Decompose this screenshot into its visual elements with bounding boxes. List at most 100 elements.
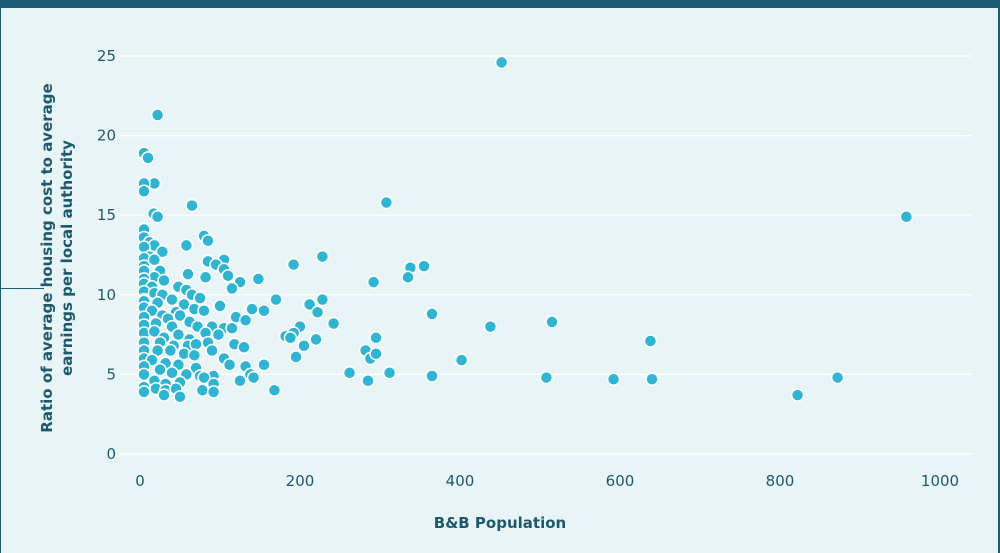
data-point xyxy=(645,372,659,386)
left-border xyxy=(0,8,1,553)
data-point xyxy=(251,272,266,286)
data-point xyxy=(382,366,397,380)
data-point xyxy=(483,319,498,334)
data-point xyxy=(163,343,178,358)
data-point xyxy=(157,273,171,288)
data-point xyxy=(342,366,357,380)
y-tick-label: 25 xyxy=(97,47,116,65)
data-point xyxy=(147,324,162,339)
data-points xyxy=(137,55,914,404)
data-point xyxy=(137,385,151,399)
data-point xyxy=(643,334,658,348)
x-tick-label: 800 xyxy=(766,472,795,490)
data-point xyxy=(830,370,845,385)
x-tick-label: 0 xyxy=(135,472,145,490)
y-axis-title-line-2: earnings per local authority xyxy=(58,140,76,376)
data-point xyxy=(233,374,247,388)
data-point xyxy=(150,210,165,224)
data-point xyxy=(369,331,383,345)
data-point xyxy=(205,343,219,358)
x-tick-label: 600 xyxy=(606,472,635,490)
data-point xyxy=(197,303,211,318)
y-tick-label: 5 xyxy=(106,365,116,383)
data-point xyxy=(267,383,282,398)
y-tick-label: 10 xyxy=(97,286,116,304)
data-point xyxy=(213,299,227,313)
data-point xyxy=(425,369,439,383)
y-tick-label: 0 xyxy=(106,445,116,463)
data-point xyxy=(206,385,221,399)
data-point xyxy=(187,348,202,363)
data-point xyxy=(198,270,213,285)
data-point xyxy=(157,388,171,402)
data-point xyxy=(153,362,167,377)
data-point xyxy=(297,338,311,353)
data-point xyxy=(539,370,554,385)
data-point xyxy=(171,327,186,342)
data-point xyxy=(326,316,341,331)
top-accent-bar xyxy=(0,0,1000,8)
data-point xyxy=(147,253,162,267)
x-tick-label: 200 xyxy=(286,472,315,490)
data-point xyxy=(315,249,330,264)
data-point xyxy=(257,303,271,318)
data-point xyxy=(315,292,330,307)
data-point xyxy=(310,305,325,320)
data-point xyxy=(289,350,303,364)
data-point xyxy=(201,233,215,248)
data-point xyxy=(181,267,195,281)
x-tick-labels: 0 200 400 600 800 1000 xyxy=(135,472,959,490)
data-point xyxy=(309,332,323,347)
data-point xyxy=(165,292,179,307)
data-point xyxy=(225,281,239,296)
data-point xyxy=(606,372,621,386)
data-point xyxy=(225,321,239,335)
side-marker xyxy=(0,288,44,289)
data-point xyxy=(401,270,415,285)
data-point xyxy=(155,245,170,259)
x-tick-label: 1000 xyxy=(921,472,959,490)
data-point xyxy=(189,337,203,351)
data-point xyxy=(790,388,805,402)
data-point xyxy=(361,374,375,388)
data-point xyxy=(179,238,194,253)
data-point xyxy=(185,198,199,213)
y-tick-label: 15 xyxy=(97,206,116,224)
data-point xyxy=(141,151,155,165)
data-point xyxy=(283,331,298,345)
data-point xyxy=(425,307,439,321)
data-point xyxy=(211,327,226,342)
data-point xyxy=(245,302,259,316)
data-point xyxy=(379,195,394,210)
data-point xyxy=(454,353,469,367)
data-point xyxy=(366,275,381,289)
y-tick-labels: 0 5 10 15 20 25 xyxy=(97,47,116,463)
data-point xyxy=(173,308,187,323)
data-point xyxy=(195,383,210,398)
y-tick-label: 20 xyxy=(97,127,116,145)
x-tick-label: 400 xyxy=(446,472,475,490)
data-point xyxy=(173,389,187,404)
x-axis-title: B&B Population xyxy=(434,514,566,532)
data-point xyxy=(494,55,509,70)
data-point xyxy=(137,184,151,199)
y-axis-title: Ratio of average housing cost to average… xyxy=(38,83,76,432)
data-point xyxy=(286,257,301,272)
right-border xyxy=(998,8,1000,553)
data-point xyxy=(269,292,283,307)
data-point xyxy=(369,346,383,361)
data-point xyxy=(193,291,207,305)
data-point xyxy=(150,108,165,122)
data-point xyxy=(197,370,211,385)
data-point xyxy=(302,297,317,312)
data-point xyxy=(246,370,261,385)
data-point xyxy=(221,268,235,283)
data-point xyxy=(545,315,559,329)
data-point xyxy=(899,210,914,224)
data-point xyxy=(165,366,179,380)
data-point xyxy=(238,313,253,328)
y-axis-title-line-1: Ratio of average housing cost to average xyxy=(38,83,56,432)
data-point xyxy=(417,259,431,273)
